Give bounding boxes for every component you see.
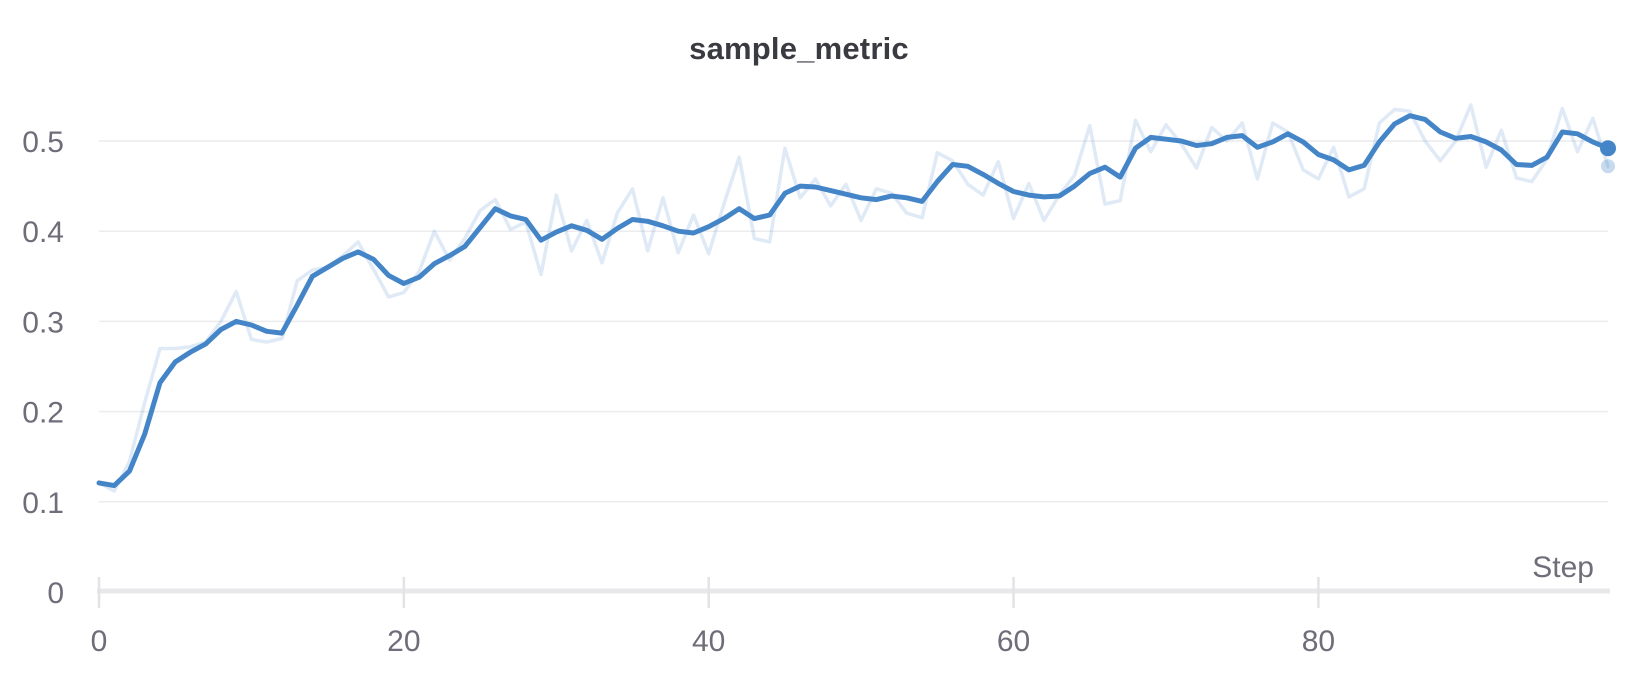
x-tick-label: 20 [387, 625, 420, 658]
raw-series-line [97, 103, 1610, 493]
smoothed-end-dot [1600, 140, 1616, 157]
x-tick-label: 80 [1302, 625, 1335, 658]
smoothed-series-line [96, 113, 1611, 489]
chart-title: sample_metric [689, 31, 909, 66]
y-tick-label: 0.1 [22, 487, 64, 520]
y-tick-label: 0.5 [22, 126, 64, 159]
y-tick-label: 0.4 [22, 216, 64, 249]
y-tick-label: 0 [47, 577, 64, 610]
y-tick-label: 0.2 [22, 397, 64, 430]
x-tick-label: 40 [692, 625, 725, 658]
x-axis-title: Step [1532, 551, 1594, 584]
x-tick-label: 0 [91, 625, 108, 658]
x-tick-label: 60 [997, 625, 1030, 658]
y-tick-label: 0.3 [22, 306, 64, 339]
raw-end-dot [1601, 159, 1615, 174]
